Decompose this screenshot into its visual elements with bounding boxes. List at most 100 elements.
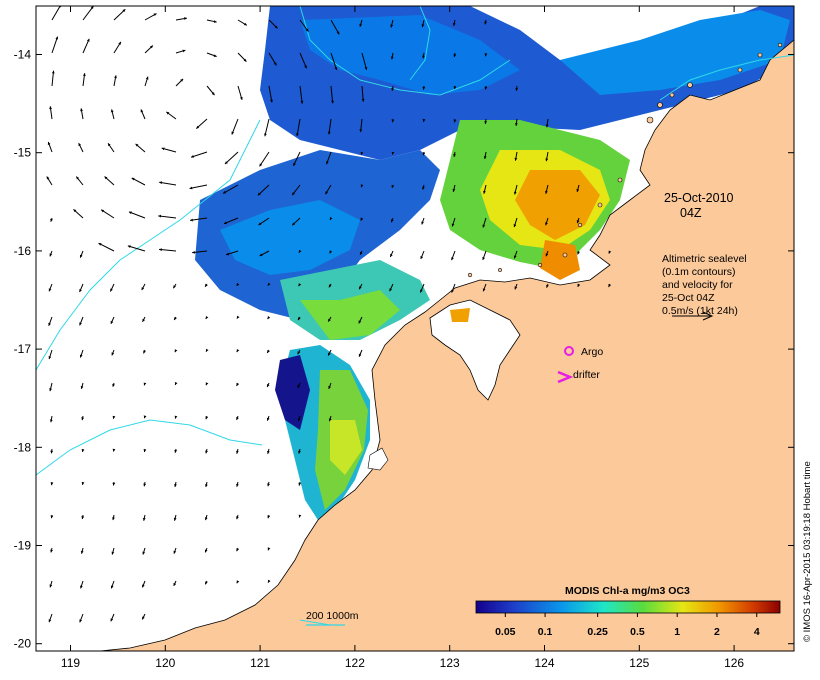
velocity-arrow-head	[334, 66, 338, 70]
velocity-arrow	[330, 85, 334, 104]
velocity-arrow-head	[422, 186, 425, 190]
velocity-arrow	[190, 151, 208, 158]
velocity-arrow-head	[81, 417, 85, 421]
legend-tick-label: 4	[754, 626, 760, 638]
velocity-arrow	[190, 217, 208, 221]
velocity-arrow-head	[266, 417, 270, 421]
velocity-arrow-head	[546, 284, 549, 288]
lon-tick-label: 119	[61, 656, 80, 670]
velocity-arrow-head	[328, 352, 331, 356]
velocity-arrow-head	[205, 283, 208, 287]
velocity-arrow-head	[161, 147, 165, 151]
velocity-arrow-head	[80, 585, 83, 589]
velocity-arrow-head	[174, 381, 178, 385]
velocity-arrow-head	[329, 250, 333, 254]
velocity-arrow-head	[196, 125, 200, 129]
velocity-arrow-head	[451, 289, 454, 293]
velocity-arrow-head	[267, 483, 270, 487]
velocity-arrow-head	[104, 176, 108, 180]
velocity-arrow-head	[98, 243, 102, 246]
legend-tick-label: 0.25	[587, 626, 608, 638]
longitude-axis: 119 120 121 122 123 124 125 126	[61, 6, 744, 670]
velocity-arrow-head	[184, 17, 187, 20]
reference-arrow-head	[702, 311, 714, 321]
velocity-arrow-head	[453, 119, 457, 123]
velocity-arrow-head	[422, 152, 426, 156]
velocity-arrow-head	[48, 288, 52, 292]
velocity-arrow-head	[513, 255, 517, 259]
velocity-arrow-head	[358, 353, 362, 357]
velocity-arrow-head	[389, 288, 393, 292]
velocity-arrow-head	[267, 515, 271, 519]
velocity-arrow-head	[267, 316, 271, 320]
velocity-arrow-head	[270, 99, 273, 103]
velocity-arrow	[159, 248, 177, 252]
velocity-arrow-head	[243, 58, 247, 62]
lat-tick-label: -16	[14, 244, 32, 258]
velocity-arrow-head	[451, 257, 454, 261]
velocity-arrow-head	[390, 219, 394, 223]
map-frame	[35, 5, 795, 652]
velocity-arrow-head	[292, 192, 295, 196]
velocity-arrow-head	[49, 106, 53, 110]
velocity-arrow-head	[49, 419, 53, 423]
velocity-arrow-head	[545, 124, 549, 128]
velocity-arrow-head	[173, 285, 176, 289]
velocity-arrow-head	[327, 131, 331, 135]
velocity-arrow-head	[153, 13, 157, 17]
velocity-arrow	[330, 52, 338, 71]
velocity-arrow	[189, 184, 208, 189]
velocity-arrow-head	[298, 450, 301, 454]
chlorophyll-layer	[195, 6, 794, 520]
velocity-arrow-head	[50, 515, 54, 519]
velocity-arrow-head	[331, 100, 334, 104]
velocity-arrow	[268, 85, 273, 103]
velocity-arrow-head	[391, 119, 395, 123]
velocity-arrow-head	[325, 191, 329, 195]
velocity-arrow-head	[545, 190, 548, 194]
velocity-arrow-head	[328, 385, 332, 389]
velocity-arrow-head	[142, 584, 145, 588]
legend-tick-label: 0.1	[538, 626, 553, 638]
velocity-arrow-head	[266, 383, 270, 387]
velocity-arrow-head	[174, 317, 177, 321]
lon-tick-label: 120	[155, 656, 175, 670]
info-line: 25-Oct 04Z	[662, 292, 715, 304]
velocity-arrow-head	[391, 185, 395, 188]
velocity-arrow-head	[273, 62, 277, 66]
velocity-arrow-head	[576, 188, 580, 192]
velocity-arrow-head	[608, 284, 612, 288]
velocity-arrow-head	[264, 133, 267, 137]
lat-tick-label: -19	[14, 539, 32, 553]
legend-tick-label: 1	[674, 626, 680, 638]
velocity-arrow-head	[482, 224, 486, 228]
info-line: 0.5m/s (1kt 24h)	[662, 305, 738, 317]
velocity-arrow	[51, 6, 61, 21]
velocity-arrow-head	[110, 320, 114, 324]
velocity-arrow-head	[159, 248, 162, 252]
velocity-arrow-head	[205, 581, 208, 585]
legend-title: MODIS Chl-a mg/m3 OC3	[565, 585, 690, 597]
velocity-arrow-head	[391, 87, 395, 91]
velocity-arrow-head	[50, 450, 54, 454]
legend-tick-label: 0.5	[630, 626, 645, 638]
velocity-arrow-head	[453, 54, 457, 58]
velocity-arrow-head	[293, 162, 296, 166]
info-line: (0.1m contours)	[662, 266, 736, 278]
velocity-arrow-head	[206, 348, 209, 352]
velocity-arrow-head	[236, 580, 240, 584]
legend-tick-label: 2	[714, 626, 720, 638]
velocity-arrow-head	[143, 350, 146, 354]
velocity-arrow-head	[82, 73, 86, 76]
velocity-arrow	[128, 211, 146, 219]
velocity-arrow-head	[110, 585, 114, 589]
velocity-arrow-head	[420, 255, 424, 259]
velocity-arrow-head	[46, 176, 50, 180]
velocity-arrow-head	[79, 619, 83, 623]
drifter-marker-icon	[557, 370, 574, 384]
velocity-arrow-head	[236, 315, 240, 319]
velocity-arrow-head	[243, 22, 247, 26]
lat-tick-label: -20	[14, 637, 32, 651]
lat-tick-label: -14	[14, 48, 32, 62]
velocity-arrow-head	[297, 317, 301, 321]
